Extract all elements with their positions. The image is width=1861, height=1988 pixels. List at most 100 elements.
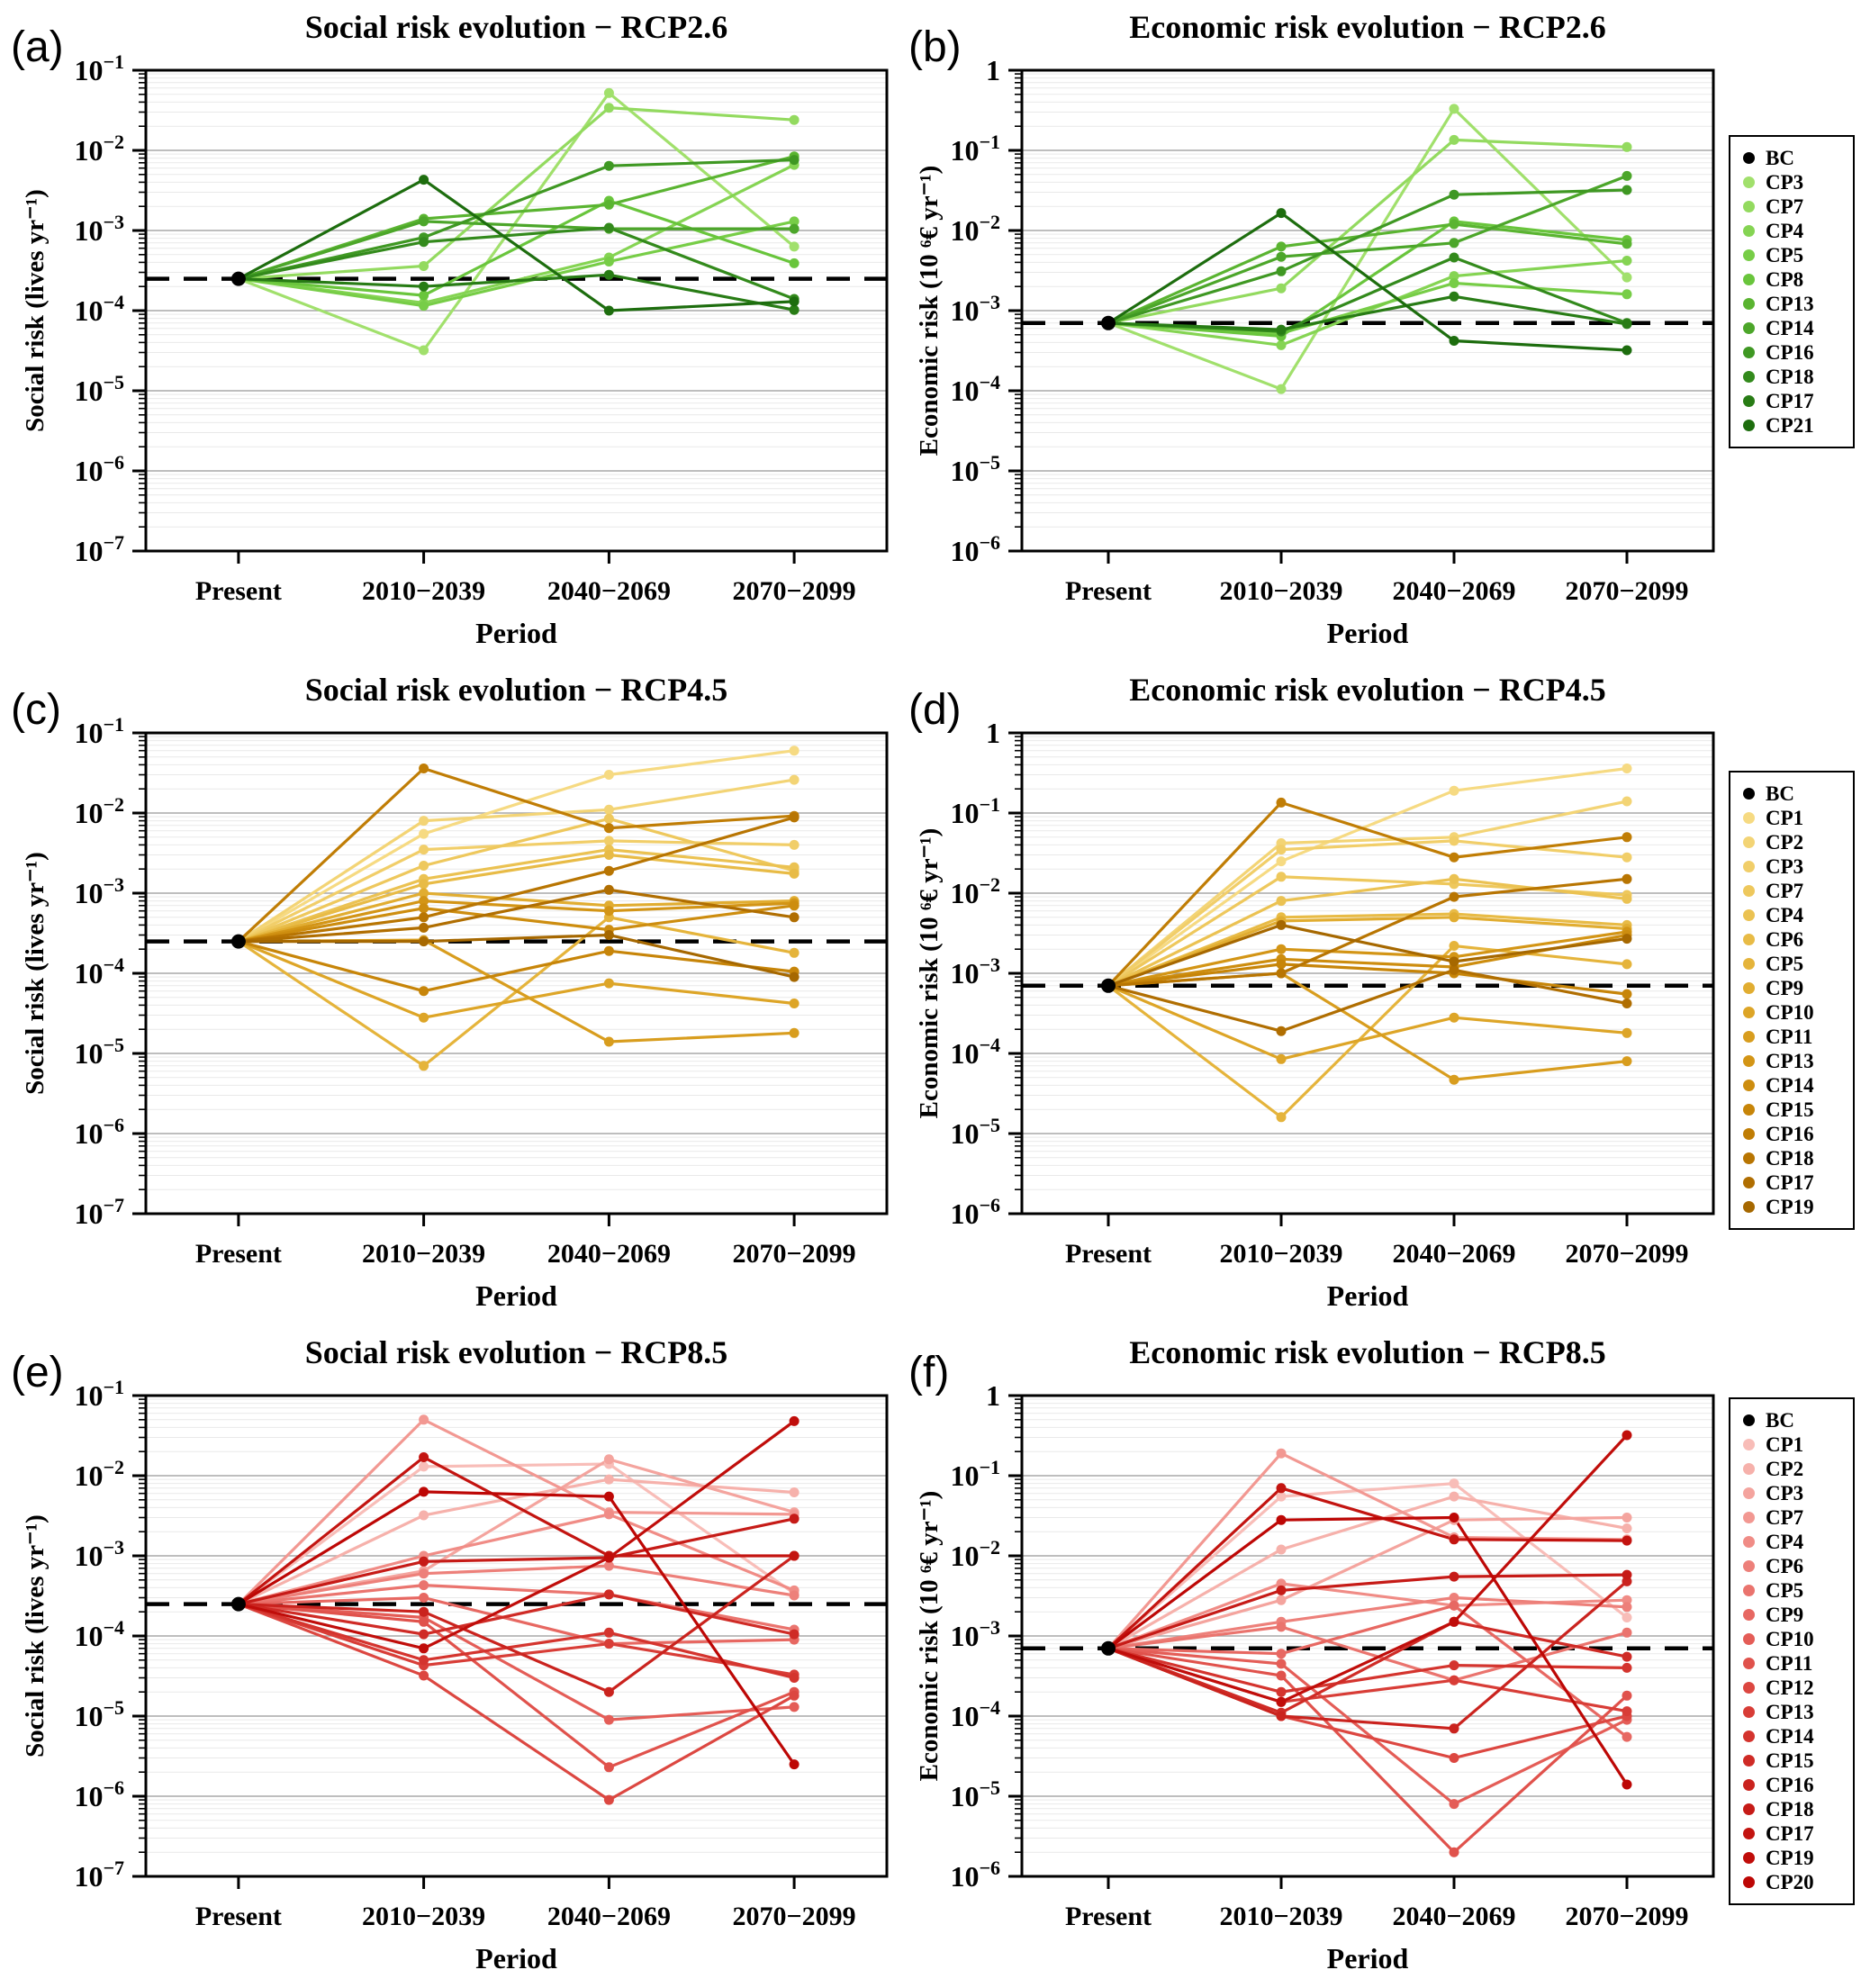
series-marker-icon <box>1743 298 1755 310</box>
point-CP10 <box>603 1714 614 1725</box>
point-CP9 <box>419 888 429 899</box>
panel-letter: (d) <box>908 686 962 734</box>
series-marker-icon <box>1743 1585 1755 1596</box>
point-CP6 <box>789 1590 800 1601</box>
series-points <box>1276 104 1632 394</box>
point-CP3 <box>1449 104 1459 114</box>
series-line-CP20 <box>238 1490 796 1766</box>
series-marker-icon <box>1743 420 1755 431</box>
series-points <box>419 1414 800 1805</box>
row-rcp26: 10−1 10−2 10−3 10−4 10−5 10−6 10−7 Present 2010−… <box>0 0 1861 663</box>
point-CP19 <box>1622 1430 1632 1441</box>
series-marker-icon <box>1743 1536 1755 1548</box>
x-axis-title: Period <box>475 1279 557 1312</box>
panel-letter: (a) <box>11 23 64 71</box>
point-CP16 <box>1449 1723 1459 1734</box>
bc-point <box>1101 1640 1116 1656</box>
point-CP14 <box>1622 1662 1632 1673</box>
point-CP3 <box>789 839 800 850</box>
point-CP3 <box>1449 836 1459 846</box>
series-marker-icon <box>1743 1463 1755 1475</box>
point-CP5 <box>789 947 800 958</box>
panel-f-economic-rcp85: 1 10−1 10−2 10−3 10−4 10−5 10−6 Present 2010−203… <box>905 1325 1729 1988</box>
point-CP19 <box>789 1415 800 1426</box>
legend-label: CP15 <box>1766 1749 1814 1772</box>
point-CP16 <box>419 764 429 773</box>
legend-item-CP18: CP18 <box>1734 365 1849 389</box>
series-line-CP13 <box>238 1603 795 1676</box>
panel-title: Economic risk evolution − RCP4.5 <box>1129 672 1606 708</box>
point-CP2 <box>1622 796 1632 807</box>
point-CP19 <box>603 930 614 940</box>
series-line-CP15 <box>1107 1620 1628 1715</box>
series-line-CP7 <box>1107 138 1628 325</box>
point-CP15 <box>603 945 614 956</box>
point-CP3 <box>1276 384 1287 394</box>
point-CP5 <box>1449 278 1459 288</box>
series-lines <box>1107 1433 1629 1855</box>
point-CP17 <box>1276 324 1287 335</box>
series-line-CP5 <box>238 1583 795 1631</box>
point-CP2 <box>419 816 429 827</box>
series-marker-icon <box>1743 201 1755 212</box>
y-tick-label: 10−2 <box>950 211 1000 247</box>
point-CP10 <box>419 1012 429 1023</box>
point-CP16 <box>603 1686 614 1697</box>
legend-label: CP10 <box>1766 1627 1814 1650</box>
series-marker-icon <box>1743 1730 1755 1742</box>
series-line-CP14 <box>238 1603 795 1680</box>
x-axis-title: Period <box>475 1942 557 1974</box>
point-CP5 <box>419 1580 429 1591</box>
series-line-CP1 <box>1107 766 1628 988</box>
point-CP13 <box>419 896 429 907</box>
point-CP7 <box>1449 134 1459 145</box>
series-line-CP17 <box>237 1455 795 1605</box>
series-marker-icon <box>1743 1633 1755 1645</box>
series-line-CP16 <box>238 1554 796 1694</box>
series-marker-icon <box>1743 1177 1755 1188</box>
point-CP18 <box>1449 252 1459 263</box>
legend-label: CP2 <box>1766 1457 1804 1480</box>
point-CP16 <box>1622 185 1632 195</box>
point-CP3 <box>1622 1513 1632 1523</box>
legend-item-CP3: CP3 <box>1734 854 1849 879</box>
point-CP13 <box>603 906 614 917</box>
point-CP4 <box>1622 256 1632 266</box>
panel-background <box>905 1325 1729 1988</box>
series-marker-icon <box>1743 1487 1755 1499</box>
y-axis: 10−110−210−310−410−510−610−7 <box>74 1376 146 1893</box>
x-axis: Present 2010−2039 2040−2069 2070−2099 Period <box>195 1214 856 1312</box>
point-CP1 <box>1449 1478 1459 1489</box>
point-CP14 <box>603 1627 614 1638</box>
point-CP14 <box>789 1673 800 1683</box>
series-line-CP19 <box>1107 923 1628 988</box>
series-line-CP17 <box>238 888 795 944</box>
legend-item-CP16: CP16 <box>1734 1773 1849 1797</box>
point-CP11 <box>603 1762 614 1773</box>
series-line-CP7 <box>238 106 795 281</box>
x-tick-label: 2070−2099 <box>1565 1239 1688 1269</box>
series-line-CP18 <box>1107 1573 1628 1650</box>
x-tick-label: Present <box>195 576 282 606</box>
point-CP17 <box>789 304 800 315</box>
point-CP11 <box>789 1027 800 1038</box>
point-CP6 <box>1449 1593 1459 1603</box>
point-CP18 <box>1276 1585 1287 1595</box>
series-line-CP15 <box>238 940 795 993</box>
point-CP20 <box>1276 1514 1287 1525</box>
point-CP5 <box>1622 1627 1632 1638</box>
series-line-CP16 <box>1107 800 1628 987</box>
legend-label: CP19 <box>1766 1195 1814 1218</box>
point-CP16 <box>1449 852 1459 863</box>
legend-item-CP2: CP2 <box>1734 1457 1849 1481</box>
point-CP12 <box>419 1670 429 1681</box>
x-tick-label: 2040−2069 <box>547 576 671 606</box>
point-CP5 <box>1276 1622 1287 1632</box>
legend-label: CP13 <box>1766 292 1814 315</box>
x-tick-label: 2040−2069 <box>547 1239 671 1269</box>
point-CP15 <box>1622 1651 1632 1662</box>
bc-point <box>230 934 246 949</box>
point-CP11 <box>419 1616 429 1627</box>
